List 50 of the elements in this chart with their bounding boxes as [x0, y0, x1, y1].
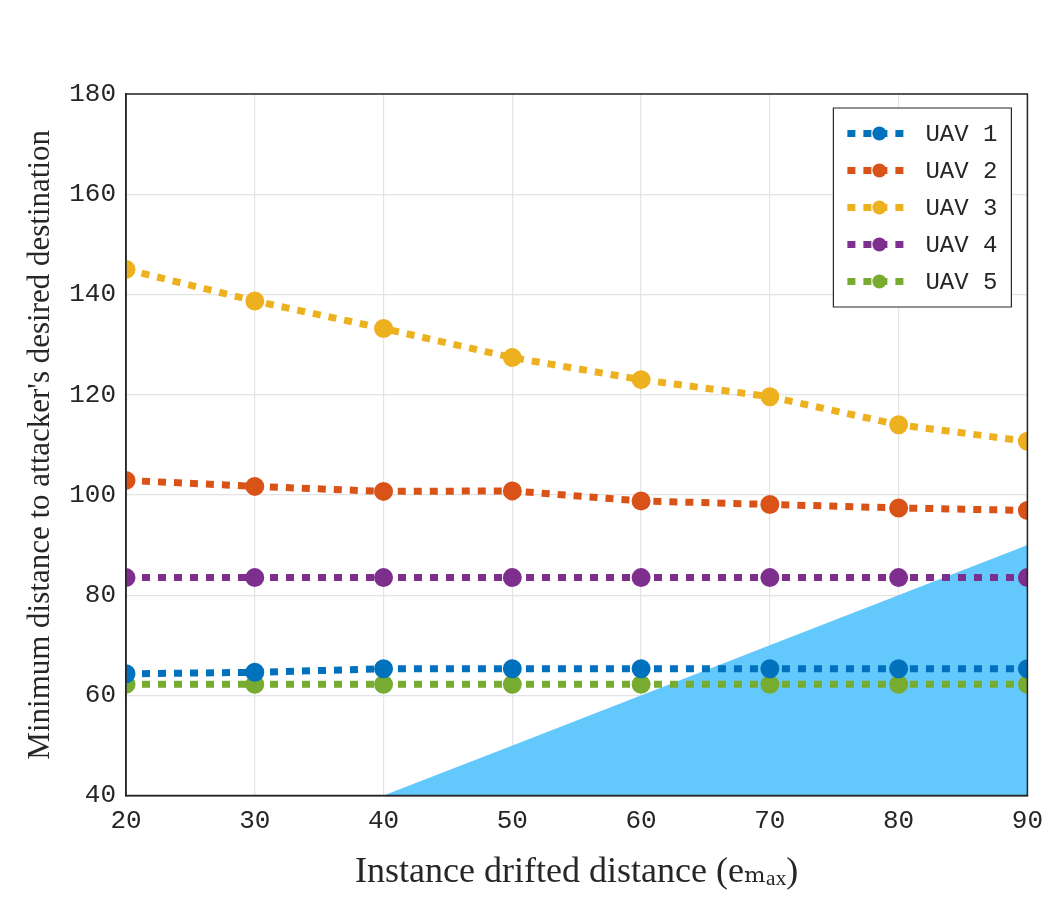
- point: [631, 568, 651, 588]
- y-axis-title: Minimum distance to attacker's desired destination: [20, 129, 56, 760]
- point: [245, 476, 265, 496]
- point: [889, 659, 909, 679]
- y-tick-label: 140: [69, 279, 117, 310]
- point: [502, 568, 522, 588]
- point: [889, 568, 909, 588]
- x-tick-label: 40: [367, 806, 400, 837]
- point: [760, 659, 780, 679]
- x-tick-label: 60: [625, 806, 657, 837]
- point: [760, 494, 780, 514]
- y-tick-label: 60: [84, 680, 117, 711]
- point: [502, 348, 522, 368]
- x-axis-title: Instance drifted distance (eₘₐₓ): [355, 849, 799, 890]
- point: [631, 370, 651, 390]
- point: [374, 319, 394, 339]
- point: [631, 491, 651, 511]
- legend-label: UAV 4: [925, 231, 998, 259]
- x-tick-label: 30: [239, 806, 271, 837]
- legend-label: UAV 5: [925, 268, 998, 296]
- y-tick-label: 80: [84, 580, 117, 611]
- legend-label: UAV 2: [925, 157, 998, 185]
- point: [502, 659, 522, 679]
- point: [374, 674, 394, 694]
- point: [502, 481, 522, 501]
- point: [245, 568, 265, 588]
- point: [889, 415, 909, 435]
- point: [760, 674, 780, 694]
- y-tick-label: 100: [69, 479, 117, 510]
- point: [760, 387, 780, 407]
- point: [374, 481, 394, 501]
- x-tick-label: 50: [496, 806, 528, 837]
- legend-label: UAV 1: [925, 120, 998, 148]
- point: [631, 674, 651, 694]
- x-tick-label: 80: [883, 806, 915, 837]
- point: [631, 659, 651, 679]
- point: [889, 498, 909, 518]
- point: [760, 568, 780, 588]
- legend-label: UAV 3: [925, 194, 998, 222]
- point: [245, 291, 265, 311]
- point: [245, 662, 265, 682]
- point: [502, 674, 522, 694]
- y-tick-label: 120: [69, 379, 117, 410]
- x-tick-label: 90: [1011, 806, 1044, 837]
- y-tick-label: 180: [69, 78, 117, 109]
- y-tick-label: 160: [69, 179, 117, 210]
- point: [374, 568, 394, 588]
- x-tick-label: 70: [754, 806, 786, 837]
- point: [374, 659, 394, 679]
- point: [889, 674, 909, 694]
